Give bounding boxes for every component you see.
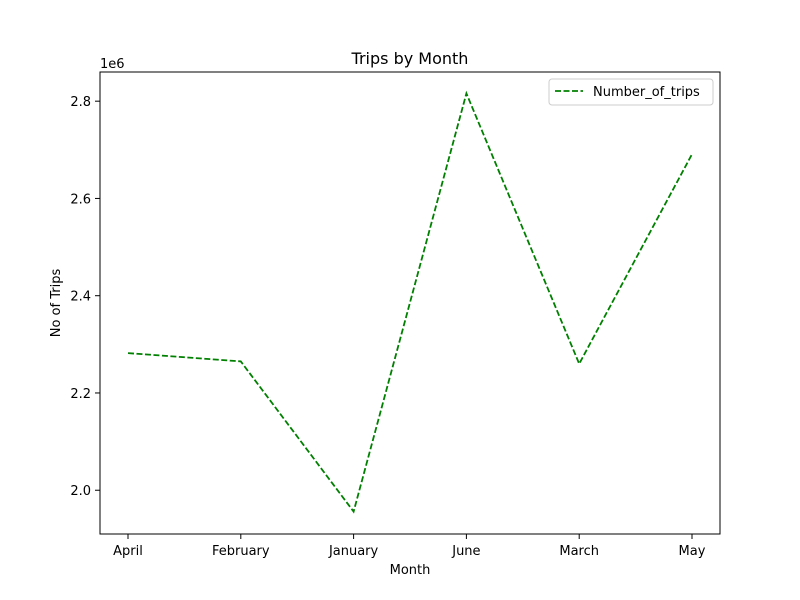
- x-axis-label: Month: [390, 563, 431, 578]
- x-tick-label: January: [328, 544, 379, 559]
- y-tick-label: 2.6: [70, 192, 91, 207]
- y-axis-ticks: 2.0 2.2 2.4 2.6 2.8: [70, 95, 100, 499]
- x-tick-label: April: [113, 544, 143, 559]
- x-tick-label: May: [679, 544, 706, 559]
- y-tick-label: 2.8: [70, 95, 91, 110]
- y-tick-label: 2.4: [70, 290, 91, 305]
- series-layer: [127, 90, 693, 514]
- chart-title: Trips by Month: [351, 49, 469, 68]
- y-tick-label: 2.0: [70, 484, 91, 499]
- legend-label-number-of-trips: Number_of_trips: [593, 85, 700, 100]
- y-axis-offset-label: 1e6: [100, 57, 125, 72]
- series-line-number-of-trips: [127, 90, 693, 514]
- legend: Number_of_trips: [548, 78, 714, 106]
- x-tick-label: February: [212, 544, 270, 559]
- x-tick-label: March: [559, 544, 599, 559]
- y-tick-label: 2.2: [70, 387, 91, 402]
- y-axis-label: No of Trips: [49, 269, 64, 338]
- x-axis-ticks: April February January June March May: [113, 534, 706, 559]
- legend-box: [548, 78, 714, 106]
- plot-frame: [99, 71, 721, 535]
- x-tick-label: June: [451, 544, 480, 559]
